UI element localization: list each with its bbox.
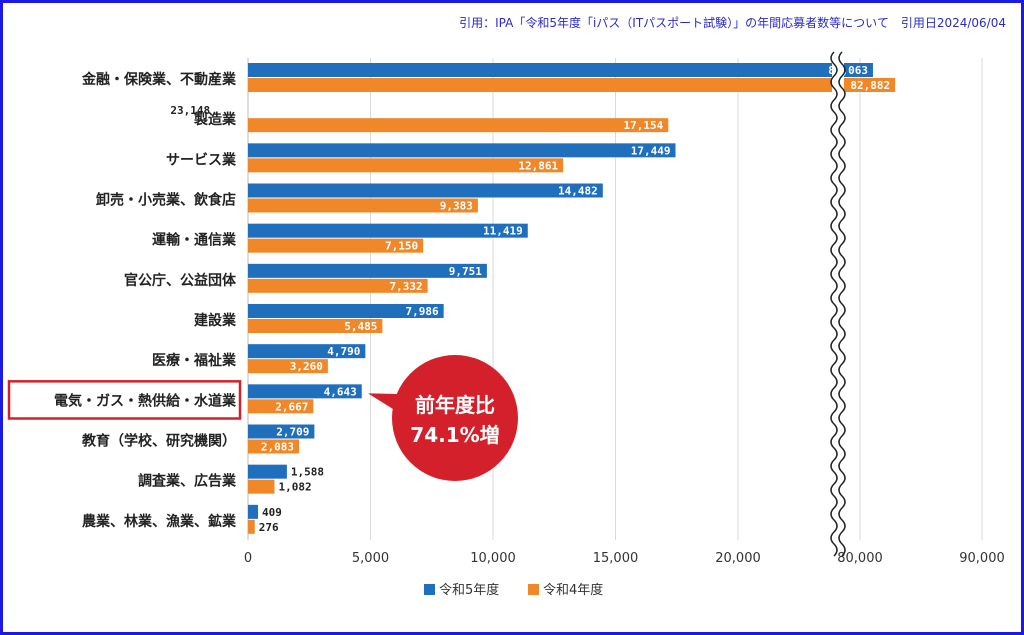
- bar-r5: [248, 464, 287, 479]
- legend-swatch: [528, 584, 539, 595]
- data-label: 1,082: [279, 481, 312, 494]
- category-label: 調査業、広告業: [138, 473, 237, 490]
- data-label: 17,154: [624, 119, 664, 132]
- category-label: 教育（学校、研究機関）: [82, 433, 236, 450]
- badge-pointer: [368, 393, 401, 414]
- bar-r4: [248, 359, 328, 374]
- x-tick-label: 20,000: [715, 551, 761, 566]
- category-label: 建設業: [194, 312, 237, 329]
- badge-line2: 74.1%増: [410, 423, 499, 447]
- data-label: 2,083: [261, 441, 294, 454]
- bar-r4: [248, 238, 424, 253]
- bar-r5: [248, 143, 676, 158]
- data-label: 9,751: [449, 265, 482, 278]
- legend-label: 令和5年度: [439, 582, 499, 598]
- x-tick-label: 90,000: [959, 551, 1005, 566]
- axis-break-line: [830, 51, 838, 557]
- category-label: 卸売・小売業、飲食店: [96, 192, 236, 209]
- legend: 令和5年度 令和4年度: [424, 582, 603, 598]
- data-label: 82,882: [850, 79, 890, 92]
- x-axis-ticks: 0 5,000 10,000 15,000 20,000 80,000 90,000: [244, 551, 1005, 566]
- axis-break: [830, 51, 846, 557]
- data-label: 1,588: [291, 466, 324, 479]
- bar-r5: [248, 304, 444, 318]
- bar-r4: [248, 118, 669, 133]
- x-tick-label: 80,000: [837, 551, 883, 566]
- bar-r5: [248, 223, 528, 238]
- data-label: 409: [262, 506, 282, 519]
- data-label: 17,449: [631, 144, 671, 157]
- badge-line1: 前年度比: [415, 393, 495, 417]
- legend-label: 令和4年度: [543, 582, 603, 598]
- bar-r4: [248, 198, 478, 213]
- data-label: 2,709: [276, 426, 309, 439]
- data-label: 23,148: [170, 104, 210, 117]
- x-tick-label: 15,000: [593, 551, 639, 566]
- gridlines: [247, 58, 983, 540]
- category-labels: 金融・保険業、不動産業製造業サービス業卸売・小売業、飲食店運輸・通信業官公庁、公…: [54, 71, 237, 530]
- category-label: サービス業: [166, 151, 237, 168]
- axis-break-band: [832, 52, 844, 544]
- data-label: 14,482: [558, 185, 598, 198]
- highlight: 前年度比 74.1%増: [7, 355, 518, 481]
- bar-r5: [248, 263, 487, 278]
- growth-badge: [392, 355, 518, 481]
- data-label: 7,150: [385, 240, 418, 253]
- data-label: 12,861: [518, 159, 558, 172]
- bar-r4: [248, 479, 275, 494]
- data-label: 11,419: [483, 225, 523, 238]
- data-label: 7,332: [390, 280, 423, 293]
- bar-r5: [248, 504, 259, 519]
- bar-r4: [248, 519, 255, 534]
- data-label: 5,485: [344, 320, 377, 333]
- x-tick-label: 0: [244, 551, 252, 566]
- bar-r4: [248, 439, 300, 454]
- category-label: 農業、林業、漁業、鉱業: [82, 513, 237, 530]
- bar-r5: [248, 424, 315, 439]
- data-label: 276: [259, 521, 279, 534]
- bar-r4: [248, 158, 564, 173]
- data-label: 7,986: [406, 305, 439, 318]
- data-label: 4,790: [327, 345, 360, 358]
- data-label: 3,260: [290, 360, 323, 373]
- highlight-box: [7, 380, 242, 420]
- category-label: 金融・保険業、不動産業: [81, 71, 237, 88]
- bar-r4: [248, 78, 896, 92]
- bar-r4: [248, 399, 314, 414]
- citation-text: 引用：IPA「令和5年度「iパス（ITパスポート試験）」の年間応募者数等について…: [459, 16, 1006, 30]
- bar-r5: [248, 63, 873, 77]
- bar-r4: [248, 278, 428, 293]
- axis-break-line: [838, 51, 846, 557]
- category-label: 官公庁、公益団体: [124, 272, 237, 289]
- data-label: 4,643: [324, 385, 357, 398]
- legend-swatch: [424, 584, 435, 595]
- category-label: 運輸・通信業: [152, 232, 237, 249]
- data-label: 9,383: [440, 200, 473, 213]
- x-tick-label: 5,000: [352, 551, 389, 566]
- category-label: 製造業: [193, 111, 237, 128]
- bars: 81,06382,88223,14817,15417,44912,86114,4…: [170, 63, 896, 534]
- category-label: 医療・福祉業: [152, 352, 237, 369]
- category-label: 電気・ガス・熱供給・水道業: [54, 392, 237, 409]
- data-label: 2,667: [275, 400, 308, 413]
- bar-r5: [248, 384, 362, 399]
- bar-r5: [248, 344, 366, 359]
- bar-r4: [248, 319, 383, 333]
- bar-r5: [248, 183, 603, 198]
- x-tick-label: 10,000: [470, 551, 516, 566]
